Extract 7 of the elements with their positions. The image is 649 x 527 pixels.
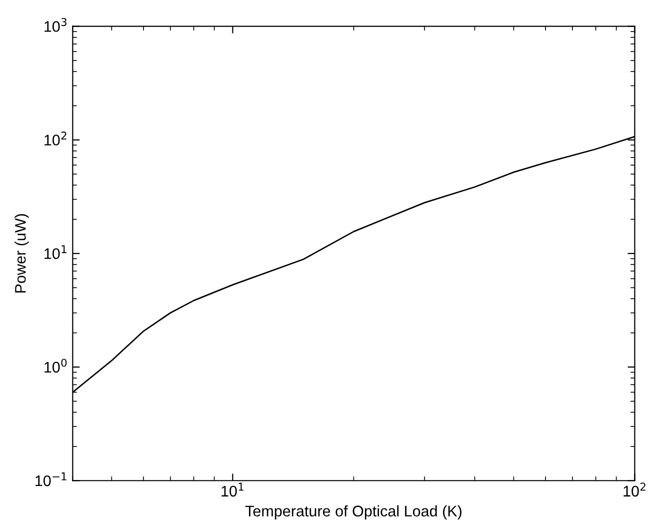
y-axis-title: Power (uW) xyxy=(14,214,29,293)
y-tick-label: 10$^{1}$ xyxy=(44,245,66,260)
y-tick-label: 10$^{2}$ xyxy=(44,132,66,146)
y-tick-label: 10$^{−1}$ xyxy=(36,472,66,486)
x-axis-title: Temperature of Optical Load (K) xyxy=(245,505,462,520)
y-tick-label: 10$^{0}$ xyxy=(44,358,67,373)
y-tick-label: 10$^{3}$ xyxy=(44,18,66,32)
